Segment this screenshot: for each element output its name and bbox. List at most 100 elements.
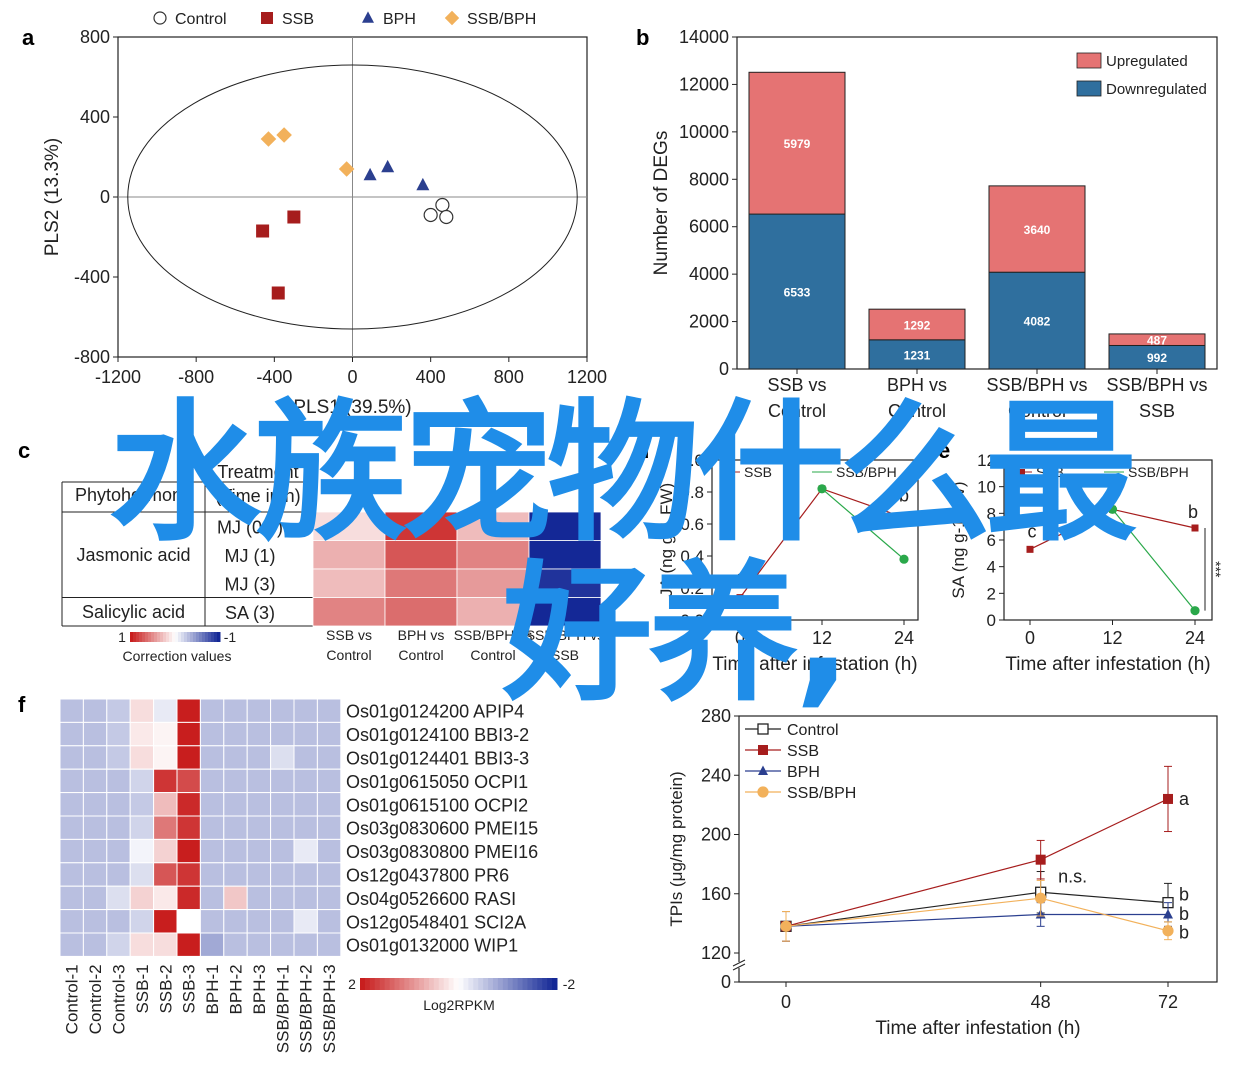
colorbar-step xyxy=(172,632,176,642)
point-ssb-bph xyxy=(260,131,277,147)
colorbar-step xyxy=(154,632,158,642)
heat-cell xyxy=(82,721,108,747)
series-line xyxy=(785,798,1169,927)
legend-marker xyxy=(757,786,769,798)
legend-label: SSB/BPH xyxy=(836,464,897,480)
heat-cell xyxy=(293,909,318,934)
x-tick-label: 24 xyxy=(1185,628,1205,648)
colorbar-step xyxy=(453,978,459,990)
sample-label: Control-3 xyxy=(110,964,129,1034)
sample-label: BPH-1 xyxy=(203,964,222,1014)
y-tick-label: 4000 xyxy=(689,264,729,284)
legend-marker xyxy=(757,723,769,735)
heat-cell xyxy=(199,721,225,747)
legend-marker xyxy=(758,765,768,775)
heat-cell xyxy=(59,792,84,817)
heat-cell xyxy=(129,932,155,957)
heat-cell xyxy=(199,885,225,911)
sample-label: SSB/BPH-2 xyxy=(297,964,316,1053)
heat-cell xyxy=(316,932,342,957)
colorbar-step xyxy=(181,632,185,642)
heat-cell xyxy=(199,768,225,794)
bar-downregulated xyxy=(748,213,846,370)
legend-label: SSB xyxy=(282,11,314,28)
column-label: SSB vs Control xyxy=(326,627,372,663)
data-point xyxy=(1163,793,1173,804)
heat-cell xyxy=(246,885,272,911)
colorbar-step xyxy=(360,978,366,990)
significance-letter: b xyxy=(1179,885,1189,905)
series-line xyxy=(1112,508,1196,612)
colorbar-step xyxy=(527,978,533,990)
y-tick-label: 400 xyxy=(80,107,110,127)
axis-break-mark xyxy=(732,963,746,971)
bar-value-label: 992 xyxy=(1147,351,1167,365)
heat-cell xyxy=(106,909,131,934)
heat-cell xyxy=(316,792,342,817)
heat-cell xyxy=(316,838,342,864)
heat-cell xyxy=(82,838,108,864)
colorbar-step xyxy=(409,978,415,990)
colorbar-step xyxy=(379,978,386,990)
heat-cell xyxy=(129,838,155,864)
heat-cell xyxy=(384,568,458,598)
heat-cell xyxy=(106,885,131,911)
plot-frame xyxy=(738,715,1218,983)
colorbar-step xyxy=(178,632,182,642)
heat-cell xyxy=(270,862,295,887)
heat-cell xyxy=(293,885,318,911)
heat-cell xyxy=(199,792,225,817)
colorbar-step xyxy=(193,632,197,642)
colorbar-max: -2 xyxy=(563,976,576,992)
heat-cell xyxy=(106,745,131,770)
heat-cell xyxy=(246,815,272,840)
colorbar-step xyxy=(157,632,161,642)
row-label: MJ (0.5) xyxy=(217,517,283,537)
heat-cell xyxy=(384,597,458,627)
heat-cell xyxy=(270,792,295,817)
heat-cell xyxy=(223,909,248,934)
heat-cell xyxy=(153,815,178,840)
heat-cell xyxy=(82,768,108,794)
significance-letter: c xyxy=(736,568,745,588)
heat-cell xyxy=(153,932,178,957)
y-tick-label: 0 xyxy=(719,359,729,379)
y-tick-label: 800 xyxy=(80,27,110,47)
heat-cell xyxy=(316,862,342,887)
heat-cell xyxy=(59,745,84,770)
heat-cell xyxy=(316,721,342,747)
y-axis-label: PLS2 (13.3%) xyxy=(42,138,63,256)
bar-value-label: 6533 xyxy=(784,286,811,300)
heat-cell xyxy=(270,932,295,957)
y-tick-label: 0.4 xyxy=(680,547,704,566)
heat-cell xyxy=(316,885,342,911)
colorbar-step xyxy=(384,978,391,990)
heat-cell xyxy=(106,815,131,840)
point-bph xyxy=(381,159,395,173)
gene-label: Os12g0437800 PR6 xyxy=(346,866,509,886)
y-tick-label: 0.8 xyxy=(680,483,704,502)
colorbar-step xyxy=(473,978,479,990)
colorbar-step xyxy=(196,632,200,642)
colorbar-step xyxy=(458,978,464,990)
y-tick-label: -400 xyxy=(74,267,110,287)
bar-value-label: 5979 xyxy=(784,137,811,151)
heat-cell xyxy=(528,597,602,627)
colorbar-min: 1 xyxy=(118,629,126,645)
heat-cell xyxy=(384,511,458,541)
heat-cell xyxy=(316,745,342,770)
x-tick-label: 0 xyxy=(781,992,791,1012)
y-tick-label: 14000 xyxy=(679,27,729,47)
panel-f-line: 120 160 200 240 280 0 0 48 72 Time after infestat… xyxy=(667,706,1218,1039)
colorbar-title: Log2RPKM xyxy=(423,997,495,1013)
heat-cell xyxy=(293,932,318,957)
legend-label: Control xyxy=(787,722,839,739)
colorbar-step xyxy=(428,978,435,990)
heat-cell xyxy=(153,838,178,864)
colorbar-step xyxy=(537,978,543,990)
colorbar-step xyxy=(148,632,152,642)
colorbar-step xyxy=(507,978,514,990)
x-category-label: SSB vs Control xyxy=(767,375,826,421)
colorbar-step xyxy=(139,632,143,642)
heat-cell xyxy=(82,932,108,957)
